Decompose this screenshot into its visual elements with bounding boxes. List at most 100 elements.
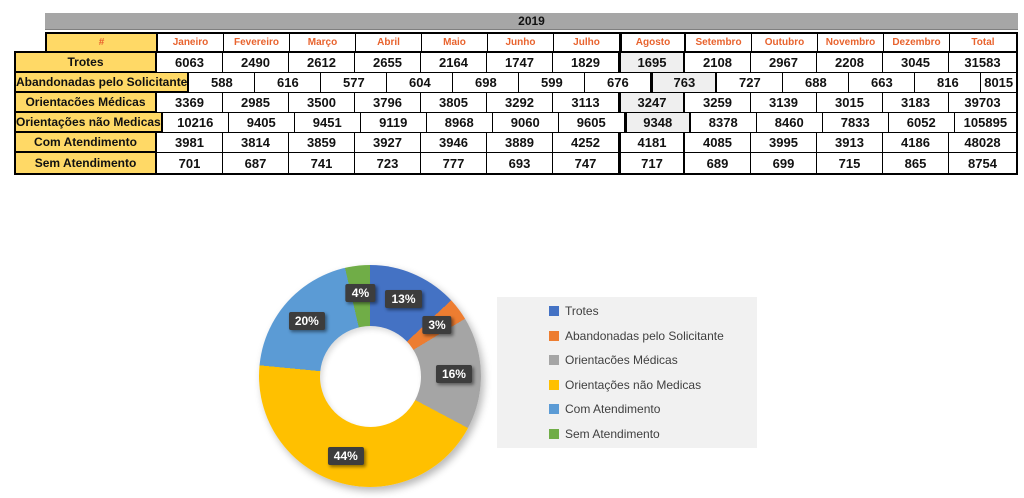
data-cell[interactable]: 3015	[817, 93, 883, 113]
data-cell[interactable]: 2612	[289, 53, 355, 73]
data-cell[interactable]: 616	[255, 73, 322, 93]
column-header-2[interactable]: Fevereiro	[224, 34, 290, 51]
column-header-5[interactable]: Maio	[422, 34, 488, 51]
data-cell[interactable]: 723	[355, 153, 421, 173]
data-cell[interactable]: 7833	[822, 113, 889, 133]
data-cell[interactable]: 777	[421, 153, 487, 173]
data-cell[interactable]: 3113	[553, 93, 619, 113]
data-cell[interactable]: 717	[619, 153, 685, 173]
data-cell[interactable]: 2490	[223, 53, 289, 73]
data-cell[interactable]: 9060	[492, 113, 559, 133]
data-cell[interactable]: 741	[289, 153, 355, 173]
chart-legend[interactable]: Trotes Abandonadas pelo Solicitante Orient…	[497, 297, 757, 448]
data-cell[interactable]: 577	[321, 73, 388, 93]
legend-item-4[interactable]: Orientações não Medicas	[549, 378, 749, 392]
data-cell[interactable]: 4186	[883, 133, 949, 153]
donut-percent-label-3[interactable]: 16%	[435, 364, 472, 383]
column-header-9[interactable]: Setembro	[686, 34, 752, 51]
data-cell[interactable]: 3259	[685, 93, 751, 113]
row-label-5[interactable]: Com Atendimento	[16, 133, 157, 153]
row-label-4[interactable]: Orientações não Medicas	[16, 113, 163, 133]
data-cell[interactable]: 10216	[162, 113, 229, 133]
data-cell[interactable]: 3247	[619, 93, 685, 113]
donut-percent-label-1[interactable]: 13%	[385, 289, 422, 308]
data-cell[interactable]: 763	[651, 73, 718, 93]
data-cell[interactable]: 105895	[954, 113, 1016, 133]
data-cell[interactable]: 31583	[949, 53, 1016, 73]
data-cell[interactable]: 2164	[421, 53, 487, 73]
data-cell[interactable]: 1747	[487, 53, 553, 73]
data-cell[interactable]: 3981	[157, 133, 223, 153]
row-label-2[interactable]: Abandonadas pelo Solicitante	[16, 73, 190, 93]
data-cell[interactable]: 588	[189, 73, 256, 93]
data-cell[interactable]: 693	[487, 153, 553, 173]
data-cell[interactable]: 9348	[624, 113, 691, 133]
data-cell[interactable]: 816	[915, 73, 982, 93]
data-cell[interactable]: 8460	[756, 113, 823, 133]
column-header-3[interactable]: Março	[290, 34, 356, 51]
year-title-cell[interactable]: 2019	[45, 13, 1018, 30]
data-cell[interactable]: 865	[883, 153, 949, 173]
data-cell[interactable]: 48028	[949, 133, 1016, 153]
column-header-corner[interactable]: #	[47, 34, 158, 51]
data-cell[interactable]: 1695	[619, 53, 685, 73]
data-cell[interactable]: 727	[717, 73, 784, 93]
data-cell[interactable]: 39703	[949, 93, 1016, 113]
data-cell[interactable]: 698	[453, 73, 520, 93]
data-cell[interactable]: 3045	[883, 53, 949, 73]
column-header-8[interactable]: Agosto	[620, 34, 686, 51]
data-cell[interactable]: 1829	[553, 53, 619, 73]
data-cell[interactable]: 3913	[817, 133, 883, 153]
donut-percent-label-4[interactable]: 44%	[327, 447, 364, 466]
data-cell[interactable]: 663	[849, 73, 916, 93]
data-cell[interactable]: 689	[685, 153, 751, 173]
legend-item-2[interactable]: Abandonadas pelo Solicitante	[549, 329, 749, 343]
donut-percent-label-6[interactable]: 4%	[345, 283, 376, 302]
column-header-13[interactable]: Total	[971, 37, 995, 48]
legend-item-3[interactable]: Orientacões Médicas	[549, 353, 749, 367]
data-cell[interactable]: 687	[223, 153, 289, 173]
data-cell[interactable]: 3292	[487, 93, 553, 113]
donut-percent-label-2[interactable]: 3%	[422, 316, 452, 335]
data-cell[interactable]: 4181	[619, 133, 685, 153]
data-cell[interactable]: 701	[157, 153, 223, 173]
column-header-6[interactable]: Junho	[488, 34, 554, 51]
data-cell[interactable]: 3946	[421, 133, 487, 153]
donut-percent-label-5[interactable]: 20%	[288, 311, 325, 330]
row-label-3[interactable]: Orientacões Médicas	[16, 93, 157, 113]
row-label-6[interactable]: Sem Atendimento	[16, 153, 157, 173]
data-cell[interactable]: 599	[519, 73, 586, 93]
data-cell[interactable]: 9605	[558, 113, 625, 133]
data-cell[interactable]: 9451	[294, 113, 361, 133]
data-cell[interactable]: 3889	[487, 133, 553, 153]
data-cell[interactable]: 688	[783, 73, 850, 93]
data-cell[interactable]: 8754	[968, 155, 997, 171]
data-cell[interactable]: 715	[817, 153, 883, 173]
data-cell[interactable]: 3139	[751, 93, 817, 113]
data-cell[interactable]: 2985	[223, 93, 289, 113]
data-cell[interactable]: 3859	[289, 133, 355, 153]
data-cell[interactable]: 2967	[751, 53, 817, 73]
data-cell[interactable]: 4085	[685, 133, 751, 153]
data-cell[interactable]: 676	[585, 73, 652, 93]
column-header-7[interactable]: Julho	[554, 34, 620, 51]
data-cell[interactable]: 3796	[355, 93, 421, 113]
data-cell[interactable]: 747	[553, 153, 619, 173]
data-cell[interactable]: 4252	[553, 133, 619, 153]
data-cell[interactable]: 9405	[228, 113, 295, 133]
data-cell[interactable]: 3500	[289, 93, 355, 113]
data-cell[interactable]: 3927	[355, 133, 421, 153]
data-cell[interactable]: 3814	[223, 133, 289, 153]
legend-item-5[interactable]: Com Atendimento	[549, 402, 749, 416]
data-cell[interactable]: 3805	[421, 93, 487, 113]
data-cell[interactable]: 3995	[751, 133, 817, 153]
data-cell[interactable]: 9119	[360, 113, 427, 133]
column-header-10[interactable]: Outubro	[752, 34, 818, 51]
column-header-1[interactable]: Janeiro	[158, 34, 224, 51]
data-cell[interactable]: 6052	[888, 113, 955, 133]
column-header-11[interactable]: Novembro	[818, 34, 884, 51]
data-cell[interactable]: 3369	[157, 93, 223, 113]
column-header-4[interactable]: Abril	[356, 34, 422, 51]
data-cell[interactable]: 699	[751, 153, 817, 173]
data-cell[interactable]: 8378	[690, 113, 757, 133]
